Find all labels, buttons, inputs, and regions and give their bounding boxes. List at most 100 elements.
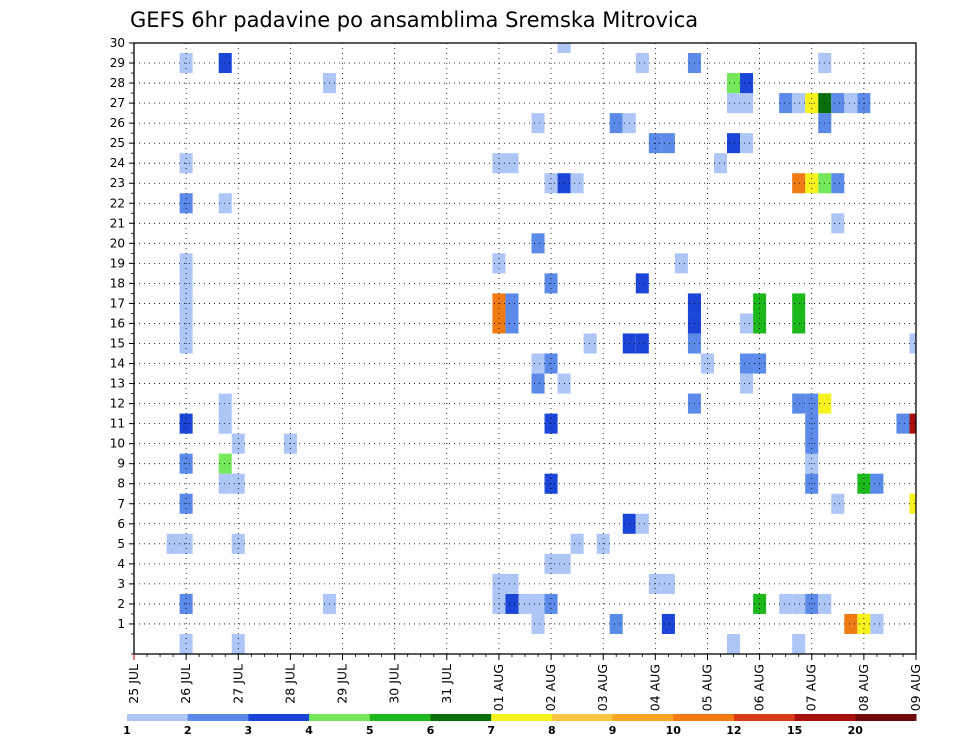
precip-cell [661, 613, 675, 634]
precip-cell [792, 293, 806, 314]
colorbar-swatch [612, 714, 674, 721]
precip-cell [583, 333, 597, 354]
precip-cell [531, 353, 545, 374]
x-tick-label: 06 AUG [752, 664, 767, 711]
x-tick-label: 05 AUG [699, 664, 714, 711]
precip-cell [635, 273, 649, 294]
y-tick-label: 1 [117, 617, 125, 631]
y-tick-label: 3 [117, 577, 125, 591]
y-tick-label: 30 [110, 36, 125, 50]
precip-cell [792, 313, 806, 334]
colorbar-swatch [491, 714, 553, 721]
precip-cell [505, 293, 519, 314]
x-tick-label: 08 AUG [856, 664, 871, 711]
precip-cell [218, 473, 232, 494]
x-tick-label: 03 AUG [595, 664, 610, 711]
precip-cell [740, 373, 754, 394]
colorbar-swatch [551, 714, 614, 721]
precip-cell [740, 93, 754, 114]
colorbar-swatch [369, 714, 431, 721]
plot-frame [133, 42, 917, 655]
y-tick-label: 14 [110, 357, 125, 371]
x-tick-label: 29 JUL [335, 664, 350, 704]
x-tick-label: 04 AUG [647, 664, 662, 711]
y-tick-label: 23 [110, 176, 125, 190]
precip-cell [831, 213, 845, 234]
chart-title: GEFS 6hr padavine po ansamblima Sremska … [130, 8, 698, 32]
colorbar-label: 10 [666, 724, 682, 737]
precip-cell [870, 473, 884, 494]
precip-cell [909, 333, 916, 354]
precip-cell [531, 113, 545, 134]
x-tick-label: 25 JUL [126, 664, 141, 704]
precip-cell [792, 633, 806, 654]
precip-cell [844, 93, 858, 114]
colorbar-swatch [248, 714, 310, 721]
colorbar: 1 2 3 4 5 6 7 8 9 10 12 15 20 [123, 714, 917, 737]
y-tick-label: 24 [110, 156, 125, 170]
y-tick-label: 11 [110, 417, 125, 431]
precip-cell [792, 593, 806, 614]
colorbar-label: 15 [787, 724, 802, 737]
precip-cell [896, 413, 910, 434]
colorbar-label: 6 [427, 724, 435, 737]
x-tick-label: 27 JUL [230, 664, 245, 704]
precip-cell [218, 193, 232, 214]
precip-cell [727, 73, 741, 94]
precip-cell [831, 493, 845, 514]
y-tick-label: 10 [110, 437, 125, 451]
x-tick-label: 28 JUL [282, 664, 297, 704]
precip-cell [531, 373, 545, 394]
x-axis: 25 JUL 26 JUL 27 JUL 28 JUL 29 JUL 30 JUL 31 J… [126, 654, 923, 711]
precip-cell [570, 173, 584, 194]
precip-cell [909, 493, 916, 514]
y-tick-label: 15 [110, 336, 125, 350]
x-tick-label: 01 AUG [491, 664, 506, 711]
y-tick-label: 6 [117, 517, 125, 531]
precip-cell [218, 413, 232, 434]
colorbar-swatch [794, 714, 856, 721]
colorbar-label: 7 [487, 724, 495, 737]
precip-cell [870, 613, 884, 634]
precip-cell [831, 93, 845, 114]
cells-layer [166, 43, 916, 654]
y-tick-label: 28 [110, 76, 125, 90]
precip-cell [740, 133, 754, 154]
precip-cell [635, 53, 649, 74]
colorbar-label: 2 [184, 724, 192, 737]
y-tick-label: 21 [110, 216, 125, 230]
precip-cell [505, 313, 519, 334]
y-tick-label: 13 [110, 377, 125, 391]
colorbar-label: 8 [548, 724, 556, 737]
precip-cell [635, 333, 649, 354]
precip-cell [505, 573, 519, 594]
precip-cell [531, 613, 545, 634]
precip-cell [661, 133, 675, 154]
precip-cell [740, 73, 754, 94]
precip-cell [531, 593, 545, 614]
y-tick-label: 27 [110, 96, 125, 110]
y-tick-label: 7 [117, 497, 125, 511]
colorbar-label: 1 [123, 724, 131, 737]
x-tick-label: 26 JUL [178, 664, 193, 704]
x-tick-label: 31 JUL [439, 664, 454, 704]
precip-cell [557, 43, 571, 54]
precip-cell [609, 613, 623, 634]
y-tick-label: 4 [117, 557, 125, 571]
colorbar-label: 5 [366, 724, 374, 737]
colorbar-label: 3 [245, 724, 253, 737]
y-tick-label: 2 [117, 597, 125, 611]
precip-cell [779, 93, 793, 114]
precip-cell [570, 533, 584, 554]
precip-cell [727, 133, 741, 154]
precip-cell [674, 253, 688, 274]
precip-cell [792, 173, 806, 194]
colorbar-swatch [309, 714, 371, 721]
precip-cell [909, 413, 916, 434]
precip-cell [844, 613, 858, 634]
y-tick-label: 16 [110, 316, 125, 330]
y-tick-label: 29 [110, 56, 125, 70]
precip-cell [661, 573, 675, 594]
y-tick-label: 17 [110, 296, 125, 310]
precip-cell [609, 113, 623, 134]
